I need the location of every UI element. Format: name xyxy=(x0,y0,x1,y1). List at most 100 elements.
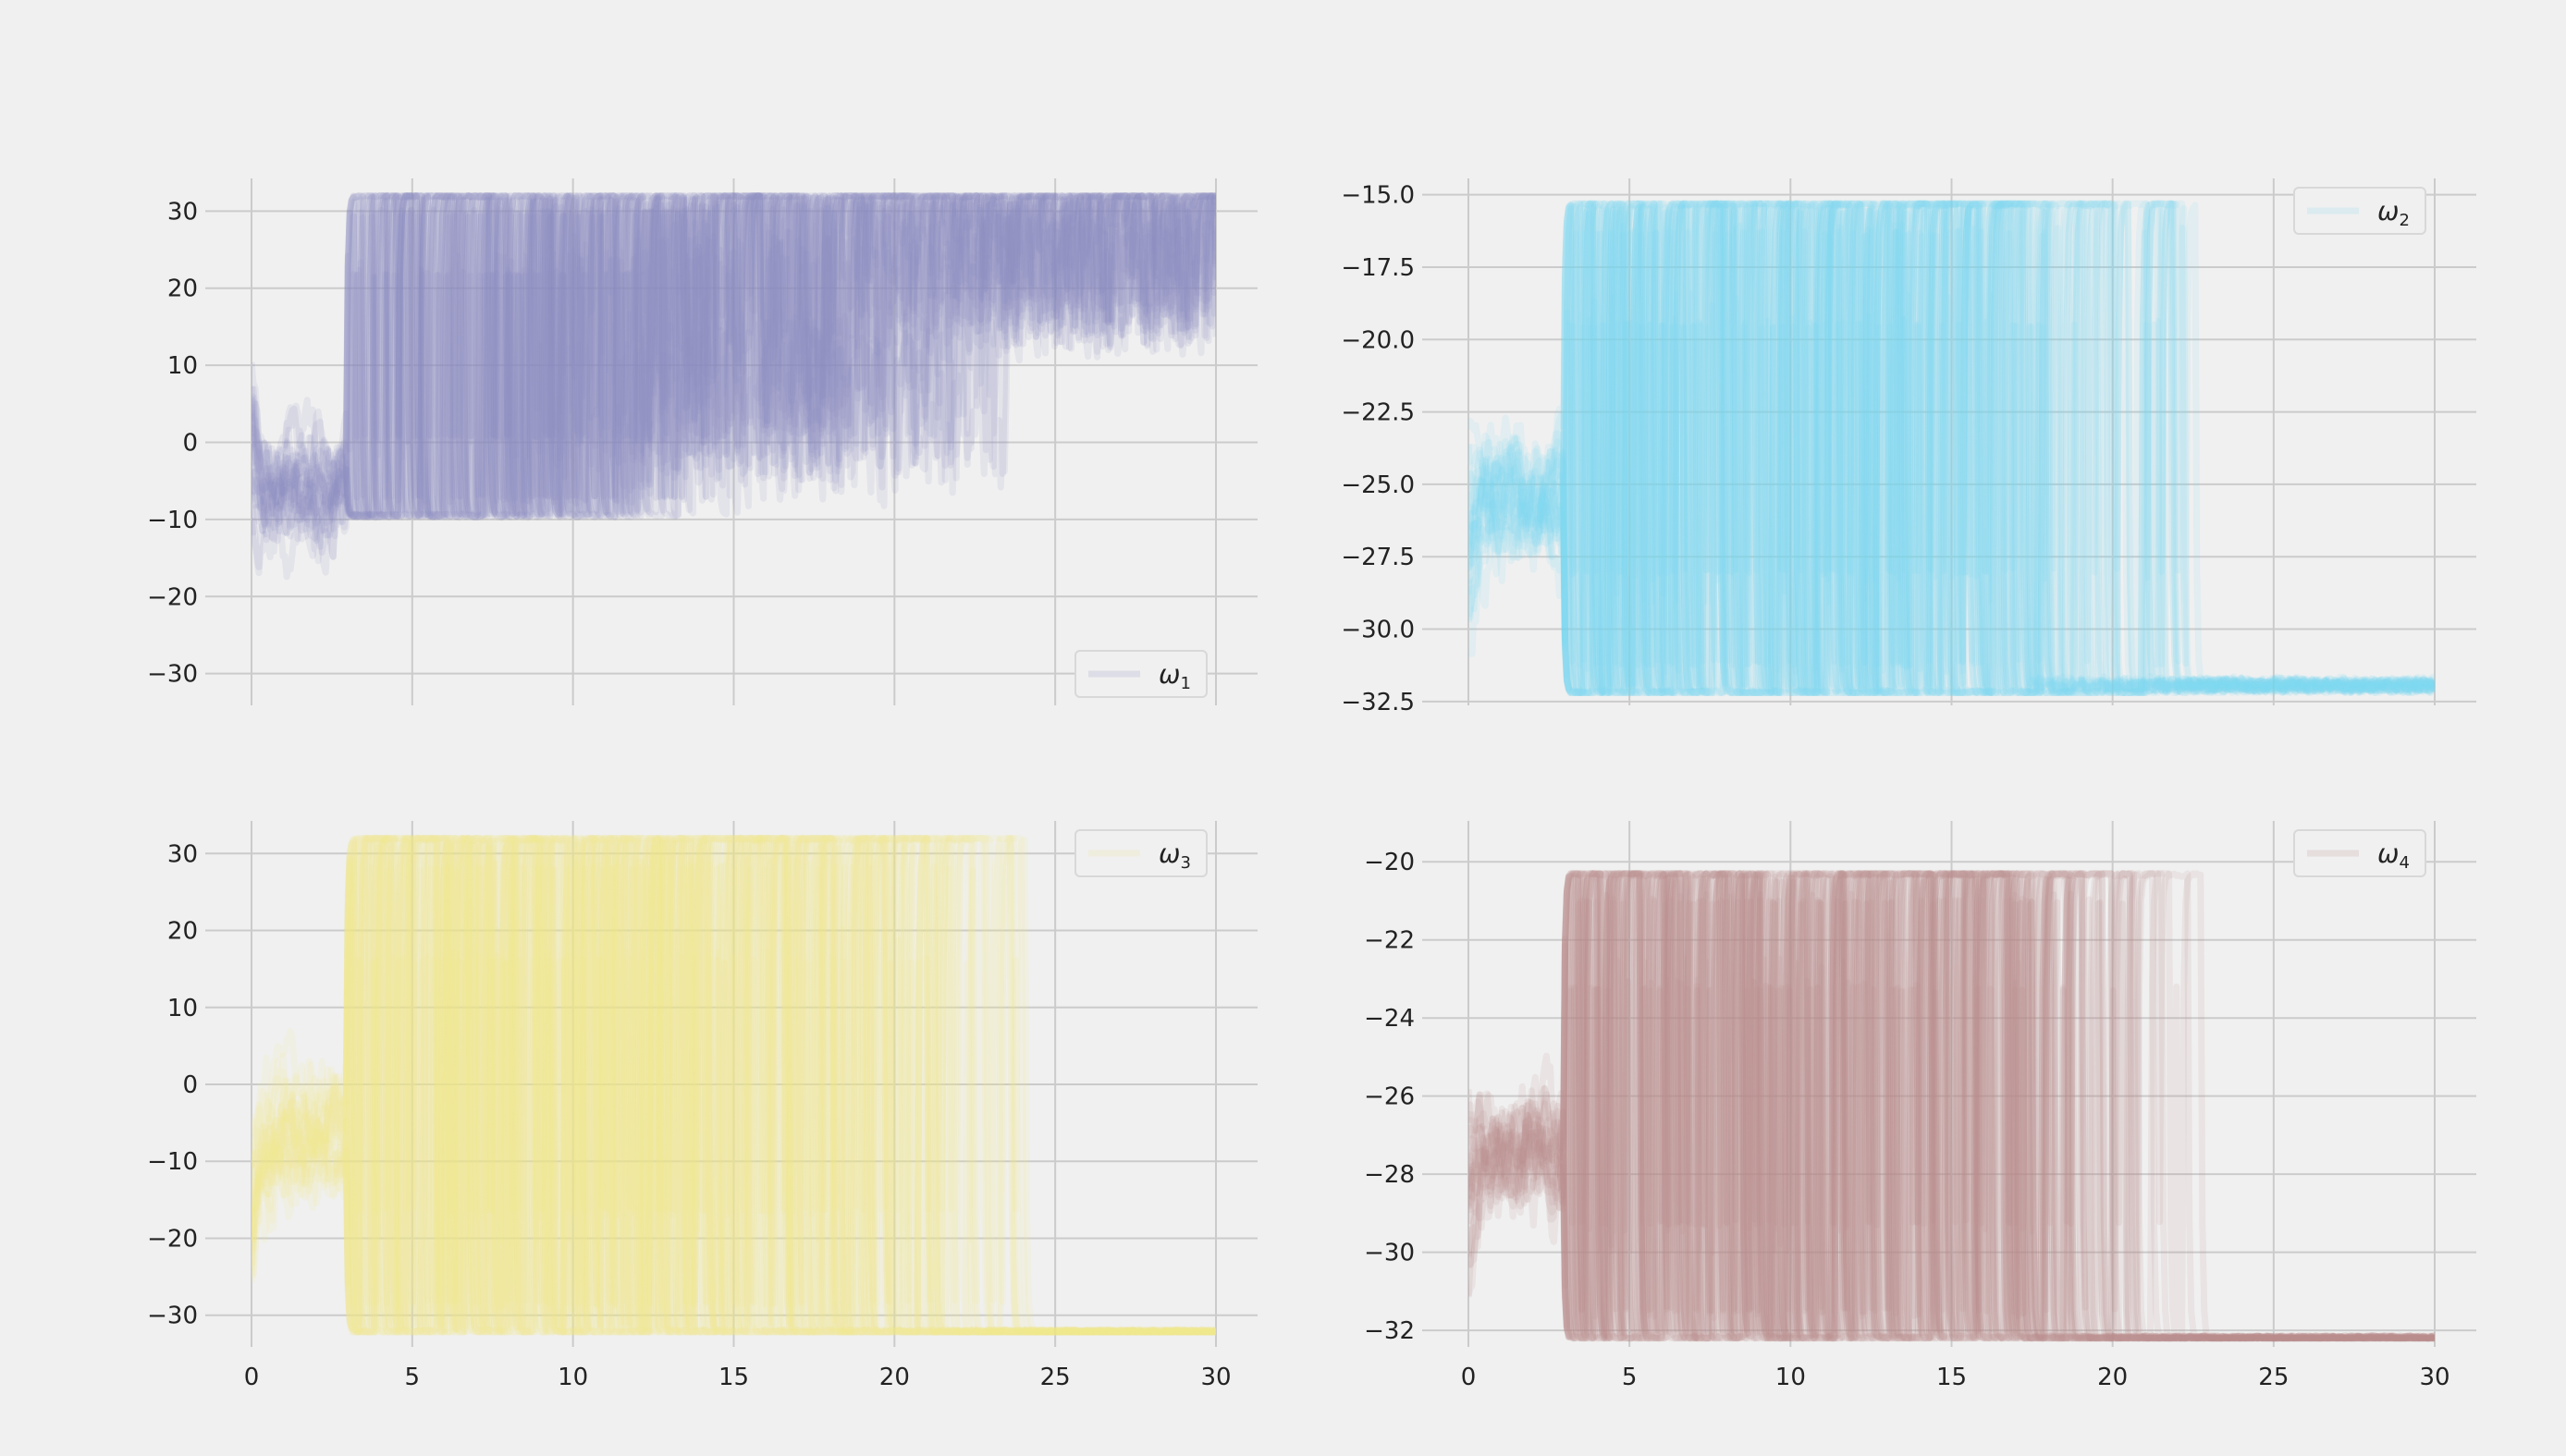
x-tick-labels: 0 5 10 15 20 25 30 xyxy=(1461,1364,2450,1391)
series-line xyxy=(1468,200,2435,696)
series-line xyxy=(1468,200,2435,696)
series-line xyxy=(252,192,1216,577)
grid xyxy=(205,178,1258,705)
series-line xyxy=(252,192,1216,544)
y-tick-label: −20 xyxy=(147,583,198,611)
series-line xyxy=(252,192,1216,543)
series-line xyxy=(1468,200,2435,696)
series-line xyxy=(1468,870,2435,1342)
series-line xyxy=(1468,870,2435,1342)
series-line xyxy=(1468,200,2435,696)
y-tick-label: −32.5 xyxy=(1341,689,1415,716)
x-tick-label: 25 xyxy=(1040,1364,1071,1391)
panels: −30 −20 −10 0 10 20 30 ω1 −32.5 −30.0 −27.5 −25.0 −2… xyxy=(147,178,2476,1391)
panel-bottom-left: −30 −20 −10 0 10 20 30 0 5 10 15 20 25 30 ω3 xyxy=(147,821,1258,1391)
series-line xyxy=(252,192,1216,544)
x-tick-label: 30 xyxy=(1200,1364,1231,1391)
y-tick-label: 10 xyxy=(167,352,198,380)
y-tick-label: −28 xyxy=(1364,1161,1415,1189)
legend-box xyxy=(1074,650,1208,698)
x-tick-label: 20 xyxy=(2097,1364,2128,1391)
series-line xyxy=(1468,200,2435,696)
series-line xyxy=(1468,870,2435,1342)
series-traces xyxy=(252,192,1216,581)
series-line xyxy=(252,835,1216,1336)
series-line xyxy=(252,192,1216,559)
panel-top-left: −30 −20 −10 0 10 20 30 ω1 xyxy=(147,178,1258,705)
y-tick-label: −22 xyxy=(1364,927,1415,955)
y-tick-label: −20 xyxy=(1364,849,1415,876)
series-line xyxy=(252,835,1216,1336)
series-line xyxy=(252,192,1216,534)
series-line xyxy=(1468,200,2435,696)
y-tick-labels: −30 −20 −10 0 10 20 30 xyxy=(147,198,198,688)
series-line xyxy=(1468,870,2435,1342)
series-line xyxy=(252,192,1216,534)
series-line xyxy=(1468,200,2435,696)
y-tick-label: −30 xyxy=(147,661,198,689)
y-tick-label: 30 xyxy=(167,840,198,868)
series-line xyxy=(252,835,1216,1336)
y-tick-label: −17.5 xyxy=(1341,254,1415,282)
x-tick-label: 0 xyxy=(244,1364,260,1391)
series-line xyxy=(252,192,1216,534)
series-line xyxy=(252,192,1216,576)
series-line xyxy=(1468,870,2435,1342)
y-tick-labels: −30 −20 −10 0 10 20 30 xyxy=(147,840,198,1329)
series-line xyxy=(1468,200,2435,696)
series-line xyxy=(1468,200,2435,696)
series-line xyxy=(1468,200,2435,696)
series-line xyxy=(1468,870,2435,1342)
series-line xyxy=(1468,870,2435,1342)
y-tick-label: −10 xyxy=(147,1148,198,1176)
series-line xyxy=(252,192,1216,536)
y-tick-label: 20 xyxy=(167,275,198,303)
series-line xyxy=(1468,870,2435,1342)
x-tick-label: 15 xyxy=(1936,1364,1967,1391)
series-line xyxy=(1468,870,2435,1342)
y-tick-label: −26 xyxy=(1364,1083,1415,1111)
y-tick-label: −20.0 xyxy=(1341,326,1415,354)
series-line xyxy=(252,835,1216,1336)
series-line xyxy=(1468,200,2435,696)
series-line xyxy=(1468,870,2435,1342)
series-line xyxy=(252,835,1216,1336)
x-tick-label: 15 xyxy=(718,1364,749,1391)
series-line xyxy=(1468,200,2435,696)
legend: ω1 xyxy=(1074,650,1208,698)
x-tick-label: 5 xyxy=(1622,1364,1638,1391)
series-line xyxy=(252,835,1216,1336)
x-tick-label: 30 xyxy=(2419,1364,2449,1391)
series-line xyxy=(252,835,1216,1336)
y-tick-labels: −32.5 −30.0 −27.5 −25.0 −22.5 −20.0 −17.5 −15.0 xyxy=(1341,182,1415,716)
x-tick-label: 25 xyxy=(2258,1364,2289,1391)
series-line xyxy=(252,835,1216,1336)
panel-top-right: −32.5 −30.0 −27.5 −25.0 −22.5 −20.0 −17.5 −15.0… xyxy=(1341,178,2476,716)
x-tick-labels: 0 5 10 15 20 25 30 xyxy=(244,1364,1232,1391)
x-tick-label: 20 xyxy=(879,1364,910,1391)
series-line xyxy=(252,192,1216,540)
series-line xyxy=(252,835,1216,1336)
series-line xyxy=(252,192,1216,539)
series-line xyxy=(252,835,1216,1336)
y-tick-label: −32 xyxy=(1364,1317,1415,1345)
series-line xyxy=(252,192,1216,521)
series-line xyxy=(252,835,1216,1336)
y-tick-label: −30 xyxy=(1364,1240,1415,1267)
y-tick-labels: −32 −30 −28 −26 −24 −22 −20 xyxy=(1364,849,1415,1345)
y-tick-label: 30 xyxy=(167,198,198,226)
legend-box xyxy=(1074,829,1208,877)
series-line xyxy=(1468,870,2435,1342)
series-line xyxy=(252,192,1216,581)
x-tick-label: 10 xyxy=(558,1364,588,1391)
series-line xyxy=(1468,870,2435,1342)
series-line xyxy=(1468,870,2435,1342)
series-line xyxy=(252,192,1216,565)
x-tick-label: 10 xyxy=(1775,1364,1806,1391)
series-line xyxy=(252,835,1216,1336)
x-tick-label: 0 xyxy=(1461,1364,1477,1391)
series-line xyxy=(1468,200,2435,696)
series-line xyxy=(252,835,1216,1336)
grid xyxy=(1422,178,2476,705)
